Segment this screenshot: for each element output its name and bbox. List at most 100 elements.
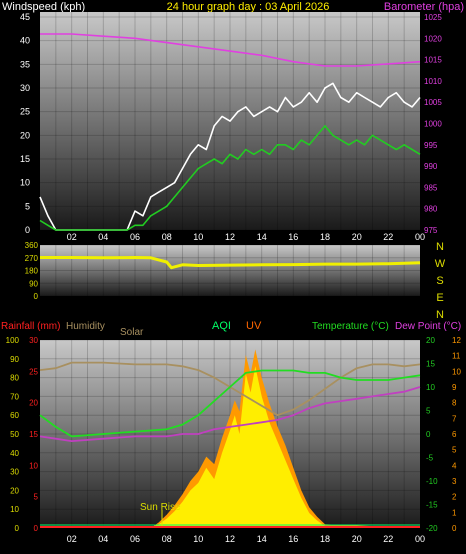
temperature-label: Temperature (°C) (312, 321, 389, 332)
dew-point-series (39, 386, 421, 443)
direction-tick: 0 (34, 292, 39, 301)
hour-tick: 18 (320, 534, 330, 544)
direction-panel-background (40, 245, 420, 296)
uv-tick: 0 (452, 524, 457, 533)
humidity-tick: 0 (15, 524, 20, 533)
rainfall-tick: 10 (29, 461, 38, 470)
hour-tick: 08 (162, 232, 172, 242)
windspeed-tick: 0 (25, 225, 30, 235)
uv-tick: 11 (452, 352, 461, 361)
uv-tick: 8 (452, 399, 457, 408)
temperature-tick: 5 (426, 407, 431, 416)
humidity-tick: 20 (10, 486, 19, 495)
direction-tick: 90 (29, 279, 38, 288)
wind-average-series (39, 125, 421, 231)
rainfall-tick: 15 (29, 430, 38, 439)
windspeed-tick: 30 (20, 83, 30, 93)
hour-tick: 16 (288, 534, 298, 544)
uv-tick: 3 (452, 477, 457, 486)
solar-radiation-area (40, 366, 420, 528)
rainfall-tick: 30 (29, 336, 38, 345)
humidity-label: Humidity (66, 321, 105, 332)
uv-tick: 4 (452, 461, 457, 470)
direction-tick: 180 (25, 267, 39, 276)
uv-tick: 5 (452, 446, 457, 455)
humidity-tick: 10 (10, 505, 19, 514)
uv-tick: 2 (452, 493, 457, 502)
hour-tick: 06 (130, 534, 140, 544)
uv-tick: 1 (452, 508, 457, 517)
temperature-tick: 10 (426, 383, 435, 392)
rainfall-tick: 25 (29, 367, 38, 376)
hour-tick: 10 (193, 534, 203, 544)
hour-tick: 12 (225, 232, 235, 242)
hour-tick: 14 (257, 232, 267, 242)
barometer-tick: 1015 (424, 56, 442, 65)
humidity-tick: 90 (10, 355, 19, 364)
barometer-axis-label: Barometer (hpa) (384, 1, 464, 13)
humidity-tick: 40 (10, 449, 19, 458)
windspeed-tick: 35 (20, 59, 30, 69)
barometer-tick: 1010 (424, 77, 442, 86)
temperature-tick: -20 (426, 524, 438, 533)
hour-tick: 16 (288, 232, 298, 242)
uv-tick: 10 (452, 367, 461, 376)
dew-point-label: Dew Point (°C) (395, 321, 461, 332)
uv-tick: 6 (452, 430, 457, 439)
barometer-tick: 1000 (424, 120, 442, 129)
hour-tick: 22 (383, 232, 393, 242)
barometer-tick: 990 (424, 162, 438, 171)
hour-tick: 00 (415, 534, 425, 544)
humidity-tick: 70 (10, 392, 19, 401)
temperature-tick: 0 (426, 430, 431, 439)
hour-tick: 22 (383, 534, 393, 544)
hour-tick: 02 (67, 232, 77, 242)
temperature-series (39, 369, 421, 438)
windspeed-tick: 15 (20, 154, 30, 164)
hour-tick: 04 (98, 534, 108, 544)
humidity-series (39, 361, 421, 417)
hour-tick: 20 (352, 232, 362, 242)
hour-tick: 12 (225, 534, 235, 544)
direction-tick: 360 (25, 241, 39, 250)
humidity-tick: 60 (10, 411, 19, 420)
windspeed-axis-label: Windspeed (kph) (2, 1, 85, 13)
compass-label: N (436, 241, 444, 253)
windspeed-tick: 5 (25, 201, 30, 211)
compass-label: W (435, 258, 446, 270)
hour-tick: 20 (352, 534, 362, 544)
hour-tick: 18 (320, 232, 330, 242)
compass-label: S (436, 275, 443, 287)
hour-tick: 04 (98, 232, 108, 242)
temperature-tick: 20 (426, 336, 435, 345)
windspeed-tick: 45 (20, 12, 30, 22)
windspeed-tick: 25 (20, 107, 30, 117)
hour-tick: 10 (193, 232, 203, 242)
wind-direction-series (40, 256, 421, 270)
barometer-tick: 1020 (424, 34, 442, 43)
solar-label: Solar (120, 327, 144, 338)
barometer-series (40, 33, 421, 67)
barometer-tick: 980 (424, 205, 438, 214)
barometer-tick: 1025 (424, 13, 442, 22)
windspeed-tick: 40 (20, 36, 30, 46)
barometer-tick: 995 (424, 141, 438, 150)
hour-tick: 02 (67, 534, 77, 544)
barometer-tick: 1005 (424, 98, 442, 107)
uv-tick: 9 (452, 383, 457, 392)
humidity-tick: 80 (10, 374, 19, 383)
uv-label: UV (246, 320, 262, 332)
uv-tick: 7 (452, 414, 457, 423)
hour-tick: 00 (415, 232, 425, 242)
humidity-tick: 100 (6, 336, 20, 345)
compass-label: E (436, 292, 443, 304)
windspeed-tick: 20 (20, 130, 30, 140)
rainfall-label: Rainfall (mm) (1, 321, 60, 332)
hour-tick: 08 (162, 534, 172, 544)
windspeed-tick: 10 (20, 178, 30, 188)
hour-tick: 14 (257, 534, 267, 544)
humidity-tick: 50 (10, 430, 19, 439)
